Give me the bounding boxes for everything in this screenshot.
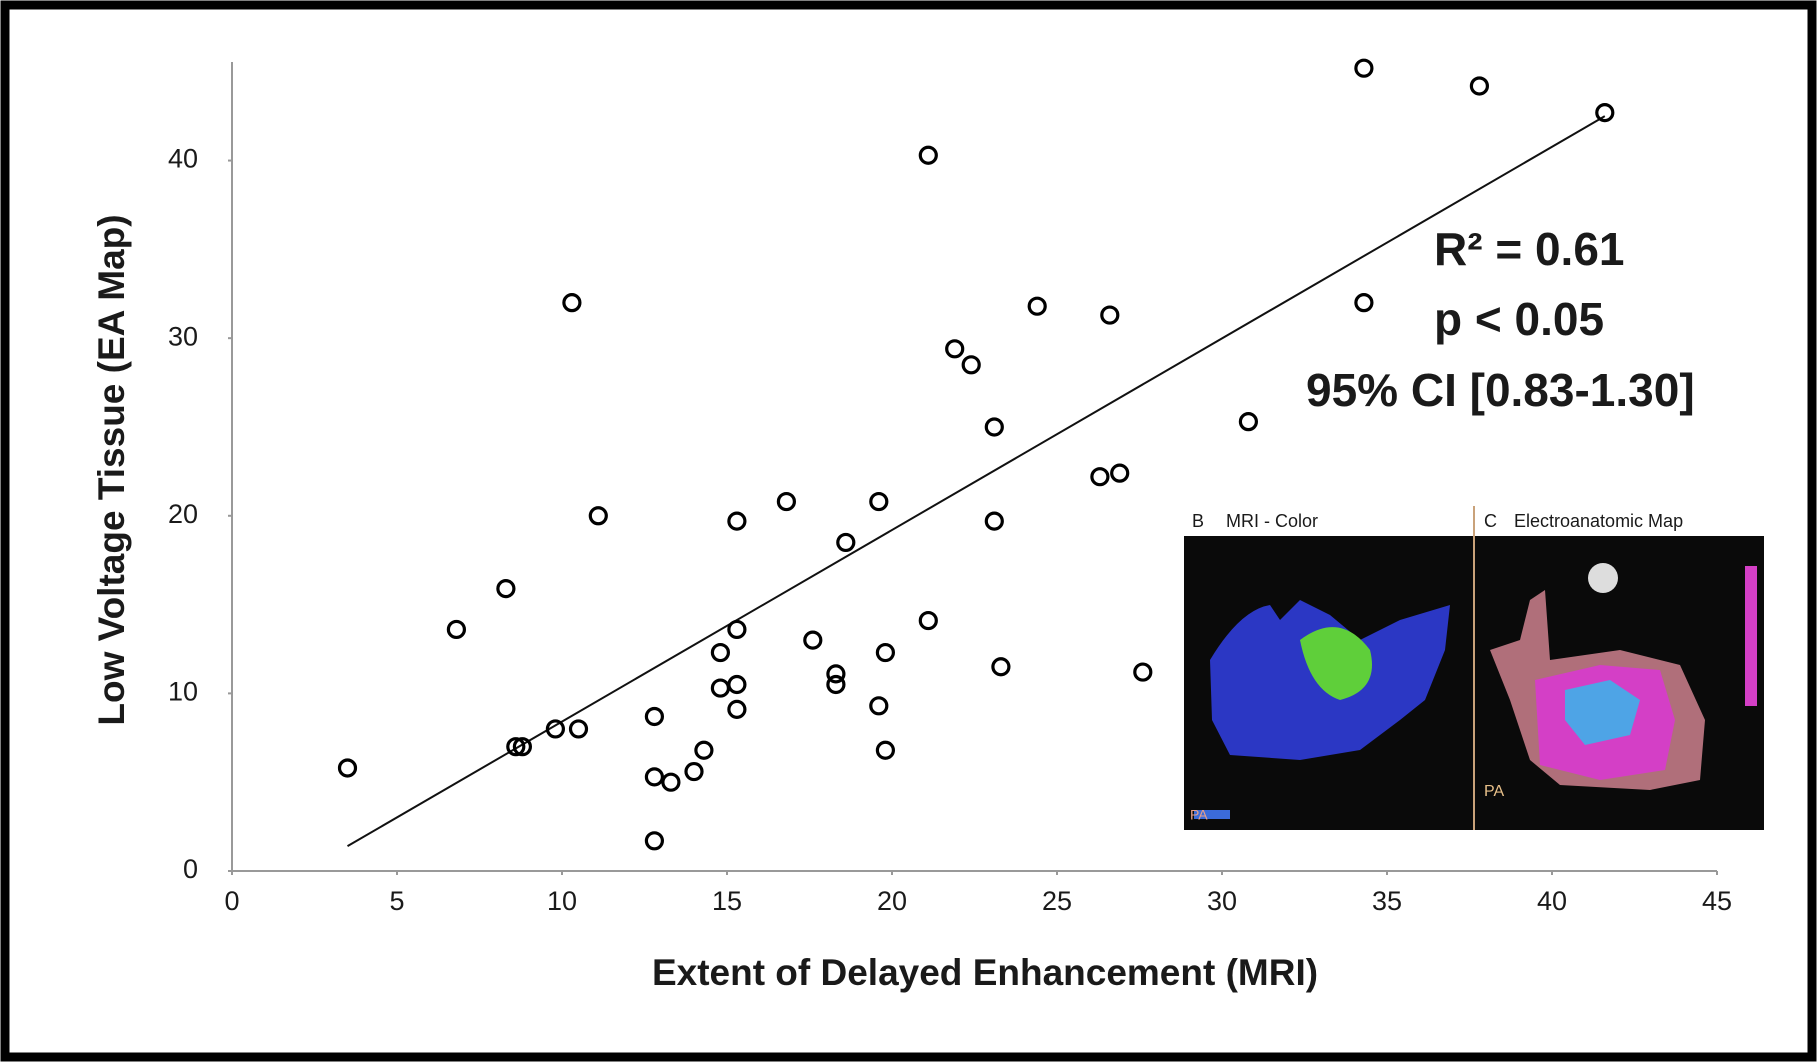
point — [661, 772, 681, 792]
y-tick-label: 0 — [183, 854, 198, 884]
point — [991, 657, 1011, 677]
y-tick-label: 20 — [168, 499, 198, 529]
x-tick-label: 25 — [1042, 886, 1072, 916]
x-tick-label: 5 — [389, 886, 404, 916]
point — [710, 678, 731, 698]
ea-colorbar — [1745, 566, 1757, 706]
y-tick-label: 30 — [168, 321, 198, 351]
inset-title: MRI - Color — [1226, 511, 1318, 531]
point — [684, 761, 704, 782]
inset-label: PA — [1484, 783, 1504, 800]
point — [945, 339, 965, 359]
point — [568, 719, 589, 739]
point — [545, 719, 566, 739]
point — [1090, 467, 1110, 487]
trend-line — [346, 115, 1606, 847]
inset-title: Electroanatomic Map — [1514, 511, 1683, 531]
x-tick-label: 45 — [1702, 886, 1732, 916]
point — [826, 674, 846, 695]
point — [961, 355, 981, 375]
point — [1469, 76, 1490, 96]
point — [875, 642, 896, 663]
point — [836, 532, 856, 553]
mri-scar — [1300, 627, 1372, 700]
point — [588, 506, 608, 526]
point — [918, 610, 938, 631]
point — [1238, 412, 1259, 432]
x-tick-label: 35 — [1372, 886, 1402, 916]
inset-image: B MRI - Color C Electroanatomic Map PA P… — [1184, 506, 1764, 831]
x-tick-label: 30 — [1207, 886, 1237, 916]
point — [644, 767, 665, 787]
point — [562, 293, 582, 313]
x-axis-title: Extent of Delayed Enhancement (MRI) — [652, 952, 1318, 993]
y-axis-title: Low Voltage Tissue (EA Map) — [91, 214, 132, 725]
point — [1027, 296, 1047, 316]
point — [694, 740, 714, 760]
point — [826, 664, 846, 684]
point — [1595, 103, 1615, 123]
annotation: 95% CI [0.83-1.30] — [1306, 364, 1695, 416]
point — [1354, 293, 1374, 313]
x-tick-label: 15 — [712, 886, 742, 916]
point — [727, 674, 747, 695]
x-tick-label: 0 — [224, 886, 239, 916]
point — [710, 642, 731, 663]
annotation: R² = 0.61 — [1434, 223, 1625, 275]
point — [984, 417, 1004, 437]
point — [869, 696, 889, 716]
ea-marker — [1588, 563, 1618, 593]
point — [446, 619, 466, 640]
point — [644, 831, 665, 851]
point — [727, 699, 747, 719]
inset-label: PA — [1190, 807, 1208, 823]
point — [496, 579, 516, 599]
point — [1110, 463, 1130, 483]
point — [869, 491, 889, 512]
point — [776, 491, 797, 512]
y-tick-label: 10 — [168, 677, 198, 707]
point — [337, 758, 358, 778]
x-tick-label: 10 — [547, 886, 577, 916]
point — [803, 630, 823, 650]
y-tick-label: 40 — [168, 144, 198, 174]
mri-colorbar — [1194, 810, 1230, 819]
x-tick-label: 40 — [1537, 886, 1567, 916]
point — [727, 619, 747, 640]
point — [1354, 58, 1374, 78]
point — [727, 511, 747, 531]
point — [1100, 305, 1120, 325]
inset-letter: B — [1192, 511, 1204, 531]
ea-scar — [1565, 680, 1640, 745]
annotation: p < 0.05 — [1434, 293, 1604, 345]
point — [506, 737, 526, 757]
point — [984, 511, 1004, 531]
point — [875, 740, 896, 760]
inset-letter: C — [1484, 511, 1497, 531]
x-tick-label: 20 — [877, 886, 907, 916]
point — [1133, 662, 1153, 682]
point — [512, 737, 533, 757]
point — [644, 706, 665, 727]
point — [918, 145, 938, 165]
